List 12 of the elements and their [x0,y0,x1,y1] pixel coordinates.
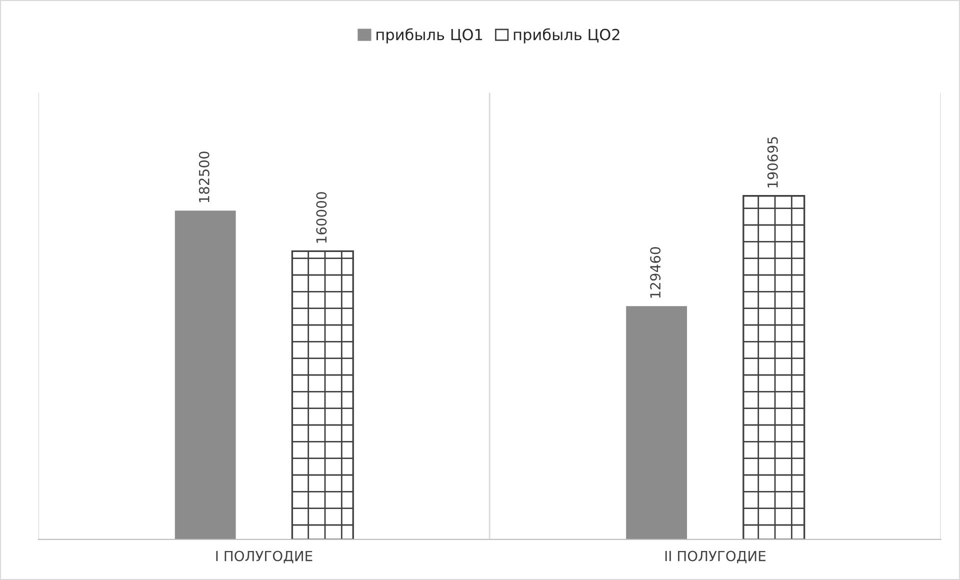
x-tick-label: I ПОЛУГОДИЕ [216,550,312,564]
data-label: 182500 [198,152,210,202]
x-tick-label: II ПОЛУГОДИЕ [665,550,766,564]
data-label: 160000 [316,192,327,243]
legend-label: прибыль ЦО2 [514,28,620,44]
bar [174,210,236,540]
legend-label: прибыль ЦО1 [376,28,482,44]
bar [626,306,687,540]
bar [742,195,806,540]
data-label: 129460 [650,247,661,298]
data-label: 190695 [767,137,778,188]
bar [291,250,354,540]
